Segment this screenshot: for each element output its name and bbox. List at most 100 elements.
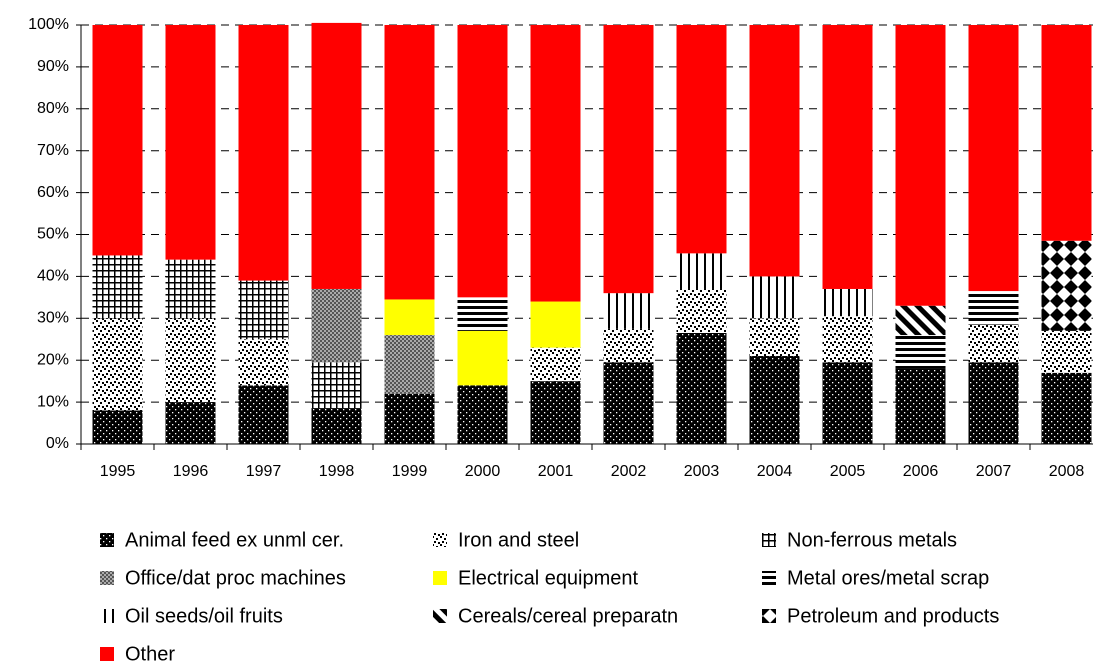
y-tick-label: 50% [37, 226, 69, 243]
x-tick-label: 2001 [538, 463, 574, 480]
legend-label: Electrical equipment [458, 567, 639, 589]
x-tick-label: 2003 [684, 463, 720, 480]
bar-segment [457, 297, 508, 331]
bar-segment [1041, 240, 1092, 331]
bar-segment [603, 293, 654, 329]
bar-segment [822, 362, 873, 444]
bar-segment [165, 259, 216, 319]
x-tick-label: 2002 [611, 463, 647, 480]
legend-swatch [433, 609, 447, 623]
x-tick-label: 1998 [319, 463, 355, 480]
bar-segment [603, 362, 654, 444]
bar-segment [530, 381, 581, 444]
legend-swatch [433, 571, 447, 585]
plot: 0% 10% 20% 30% 40% 50% 60% 70% 80% 90% 100% 1995 199… [28, 16, 1093, 480]
legend-label: Cereals/cereal preparatn [458, 605, 678, 627]
bar-segment [822, 288, 873, 317]
bar-segment [238, 339, 289, 386]
bar-segment [384, 299, 435, 336]
bar-segment [92, 318, 143, 411]
y-tick-label: 60% [37, 184, 69, 201]
y-tick-label: 20% [37, 351, 69, 368]
bar-segment [968, 324, 1019, 363]
bar-segment [530, 25, 581, 302]
bar-segment [895, 25, 946, 306]
y-tick-label: 40% [37, 268, 69, 285]
legend-swatch [100, 647, 114, 661]
y-tick-label: 0% [46, 435, 69, 452]
x-tick-label: 1997 [246, 463, 282, 480]
bar-segment [457, 385, 508, 444]
legend-swatch [100, 533, 114, 547]
bar-segment [165, 402, 216, 444]
bar-segment [238, 280, 289, 340]
bar-segment [749, 25, 800, 277]
bar-segment [822, 25, 873, 289]
bar-segment [968, 362, 1019, 444]
legend-label: Petroleum and products [787, 605, 999, 627]
bar-segment [165, 318, 216, 403]
bar-segment [311, 288, 362, 363]
y-tick-label: 30% [37, 310, 69, 327]
bar-segment [603, 328, 654, 363]
bar-segment [92, 255, 143, 319]
legend-swatch [762, 533, 776, 547]
bar-segment [749, 276, 800, 319]
legend-label: Office/dat proc machines [125, 567, 346, 589]
x-tick-label: 2008 [1049, 463, 1085, 480]
bar-segment [895, 305, 946, 336]
bar-segment [603, 25, 654, 294]
x-tick-label: 1999 [392, 463, 428, 480]
x-tick-label: 1996 [173, 463, 209, 480]
bar-segment [749, 356, 800, 444]
legend-label: Oil seeds/oil fruits [125, 605, 283, 627]
bar-segment [749, 318, 800, 357]
bar-segment [311, 22, 362, 289]
bar-segment [165, 25, 216, 260]
bar-segment [384, 393, 435, 444]
y-tick-label: 90% [37, 58, 69, 75]
legend-label: Other [125, 643, 175, 665]
bar-segment [238, 385, 289, 444]
legend-label: Animal feed ex unml cer. [125, 529, 344, 551]
x-tick-label: 2005 [830, 463, 866, 480]
legend-label: Metal ores/metal scrap [787, 567, 989, 589]
bar-segment [457, 330, 508, 386]
legend-swatch [433, 533, 447, 547]
bar-segment [895, 368, 946, 444]
legend-swatch [100, 609, 114, 623]
bar-segment [92, 25, 143, 256]
bar-segment [530, 301, 581, 348]
bar-segment [384, 335, 435, 394]
x-tick-label: 2007 [976, 463, 1012, 480]
bar-segment [1041, 330, 1092, 373]
y-tick-label: 70% [37, 142, 69, 159]
x-tick-label: 2006 [903, 463, 939, 480]
bar-segment [92, 410, 143, 444]
bar-segment [238, 25, 289, 281]
bar-segment [457, 25, 508, 298]
bar-segment [530, 347, 581, 382]
bar-segment [676, 332, 727, 444]
bar-segment [384, 25, 435, 300]
legend-swatch [100, 571, 114, 585]
bar-segment [676, 288, 727, 333]
bar-segment [676, 25, 727, 254]
bar-segment [822, 316, 873, 363]
x-tick-label: 2000 [465, 463, 501, 480]
bar-segment [895, 335, 946, 369]
legend-label: Iron and steel [458, 529, 579, 551]
y-tick-label: 100% [28, 16, 69, 33]
bar-segment [1041, 372, 1092, 444]
bar-segment [311, 362, 362, 409]
bar-segment [968, 291, 1019, 325]
y-tick-label: 80% [37, 100, 69, 117]
bar-segment [1041, 25, 1092, 241]
bar-segment [968, 25, 1019, 292]
legend-label: Non-ferrous metals [787, 529, 957, 551]
legend: Animal feed ex unml cer. Iron and steel No… [100, 529, 999, 665]
y-tick-label: 10% [37, 393, 69, 410]
x-tick-label: 1995 [100, 463, 136, 480]
bar-segment [311, 408, 362, 444]
